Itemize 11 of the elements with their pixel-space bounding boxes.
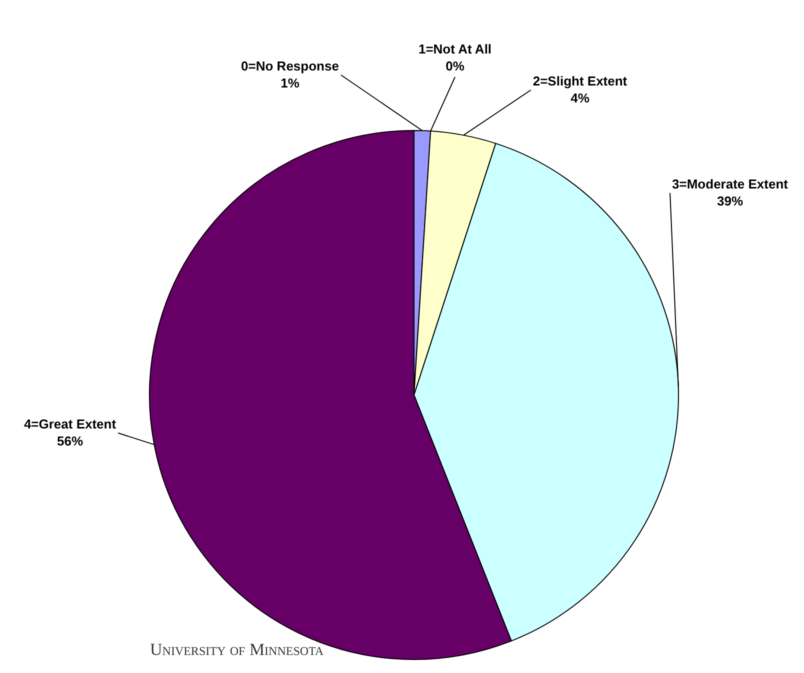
text: University of Minnesota xyxy=(150,640,324,660)
data-label: 4% xyxy=(570,90,590,106)
category-label: 1=Not At All xyxy=(418,42,492,57)
data-label: 39% xyxy=(716,194,744,209)
slice-label: 0=No Response xyxy=(241,58,339,74)
data-label: 1% xyxy=(280,76,300,91)
data-label: 56% xyxy=(56,434,84,449)
slice-label: 2=Slight Extent xyxy=(532,74,628,89)
slice-label: 4=Great Extent xyxy=(24,416,117,432)
text: 0% xyxy=(446,58,464,74)
slice-label: 3=Moderate Extent xyxy=(672,176,789,192)
